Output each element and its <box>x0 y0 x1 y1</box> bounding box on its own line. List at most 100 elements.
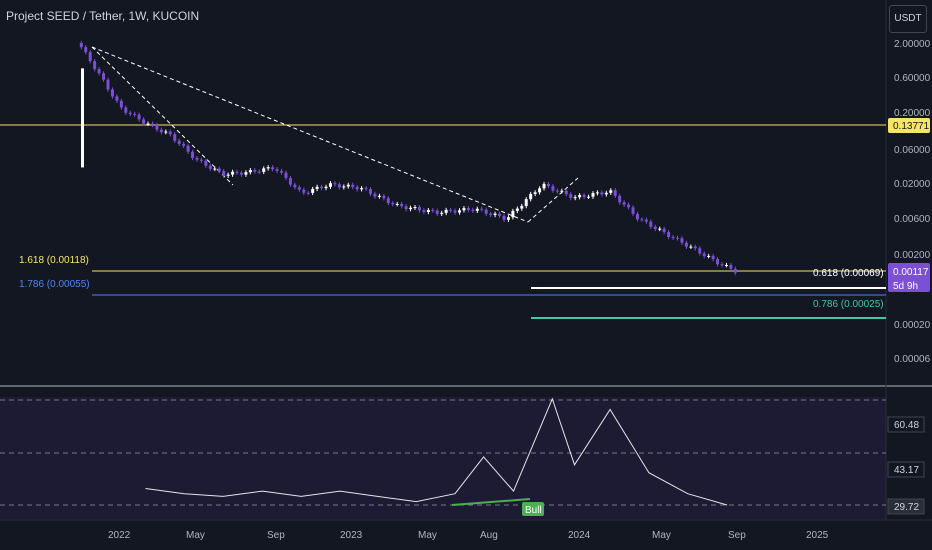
candle-body <box>631 207 635 214</box>
time-tick: 2022 <box>108 530 131 541</box>
candle-body <box>253 170 257 172</box>
candle-body <box>204 160 208 166</box>
candle-body <box>235 171 239 173</box>
candle-body <box>622 202 626 205</box>
candle-body <box>720 264 724 266</box>
candle-body <box>369 189 373 194</box>
candles <box>79 40 737 275</box>
candle-body <box>618 195 622 203</box>
candle-body <box>613 190 617 196</box>
candle-body <box>533 192 537 194</box>
current-price-text: 0.00117 <box>893 267 929 278</box>
candle-body <box>707 255 711 257</box>
candle-body <box>676 237 680 239</box>
candle-body <box>475 208 479 211</box>
candle-body <box>244 172 248 175</box>
candle-body <box>653 226 657 229</box>
candle-body <box>538 188 542 193</box>
time-tick: Sep <box>267 530 285 541</box>
candle-body <box>400 203 404 207</box>
candle-body <box>342 186 346 188</box>
indicator-pane <box>0 397 886 519</box>
candle-body <box>373 193 377 197</box>
candle-body <box>271 167 275 170</box>
candle-body <box>284 172 288 178</box>
candle-body <box>555 190 559 192</box>
candle-body <box>81 68 84 168</box>
candle-body <box>520 205 524 209</box>
candle-body <box>328 183 332 187</box>
fib-label-0618: 0.618 (0.00069) <box>813 268 884 279</box>
candle-body <box>529 193 533 200</box>
candle-body <box>729 264 733 269</box>
candle-body <box>671 237 675 239</box>
time-tick: Sep <box>728 530 746 541</box>
candle-body <box>360 188 364 190</box>
candle-body <box>137 114 141 120</box>
candle-body <box>573 197 577 199</box>
currency-unit-button[interactable]: USDT <box>889 5 927 33</box>
candle-body <box>231 171 235 175</box>
candle-body <box>662 228 666 233</box>
candle-body <box>395 203 399 205</box>
candle-body <box>124 107 128 113</box>
candle-body <box>257 171 261 173</box>
rsi-tag-2-text: 43.17 <box>894 465 919 476</box>
candle-body <box>644 219 648 222</box>
candle-body <box>311 188 315 193</box>
candle-body <box>119 100 123 108</box>
candle-body <box>649 221 653 227</box>
candle-body <box>698 248 702 254</box>
candle-body <box>409 207 413 210</box>
candle-body <box>173 134 177 141</box>
candle-body <box>462 208 466 211</box>
candle-body <box>711 255 715 260</box>
candle-body <box>150 123 154 125</box>
price-tick: 2.00000 <box>894 39 931 50</box>
candle-body <box>444 209 448 213</box>
candle-body <box>280 170 284 173</box>
candle-body <box>293 184 297 188</box>
candle-body <box>199 159 203 161</box>
candle-body <box>413 207 417 209</box>
fib-label-1618: 1.618 (0.00118) <box>19 255 89 266</box>
candle-body <box>213 168 217 170</box>
time-tick: Aug <box>480 530 498 541</box>
candle-body <box>222 171 226 176</box>
candle-body <box>435 210 439 214</box>
candle-body <box>115 96 119 101</box>
bull-divergence-line <box>451 498 531 506</box>
rsi-tag-3-text: 29.72 <box>894 502 919 513</box>
candle-body <box>502 215 506 220</box>
candle-body <box>88 52 92 62</box>
candle-body <box>315 186 319 189</box>
price-tick: 0.06000 <box>894 145 931 156</box>
candle-body <box>324 186 328 189</box>
candle-body <box>693 246 697 249</box>
trendline-lower[interactable] <box>91 46 234 186</box>
price-tag-level <box>888 118 930 133</box>
candle-body <box>422 210 426 212</box>
candle-body <box>453 210 457 213</box>
candle-body <box>208 165 212 169</box>
candle-body <box>595 192 599 194</box>
candle-body <box>266 167 270 169</box>
time-axis: 2022 May Sep 2023 May Aug 2024 May Sep 2… <box>108 530 829 541</box>
candle-body <box>351 184 355 188</box>
candle-body <box>604 192 608 195</box>
trendlines[interactable] <box>91 46 579 223</box>
candle-body <box>262 168 266 172</box>
candle-body <box>364 188 368 190</box>
time-tick: May <box>186 530 205 541</box>
trendline-upper[interactable] <box>91 46 529 223</box>
candle-body <box>106 79 110 90</box>
candle-body <box>609 190 613 193</box>
candle-body <box>155 124 159 130</box>
price-tick: 0.00006 <box>894 354 931 365</box>
candle-body <box>511 210 515 218</box>
candle-body <box>551 186 555 191</box>
fib-label-0786: 0.786 (0.00025) <box>813 299 884 310</box>
current-price-tag <box>888 263 930 292</box>
fib-label-1786: 1.786 (0.00055) <box>19 279 90 290</box>
candle-body <box>471 209 475 211</box>
